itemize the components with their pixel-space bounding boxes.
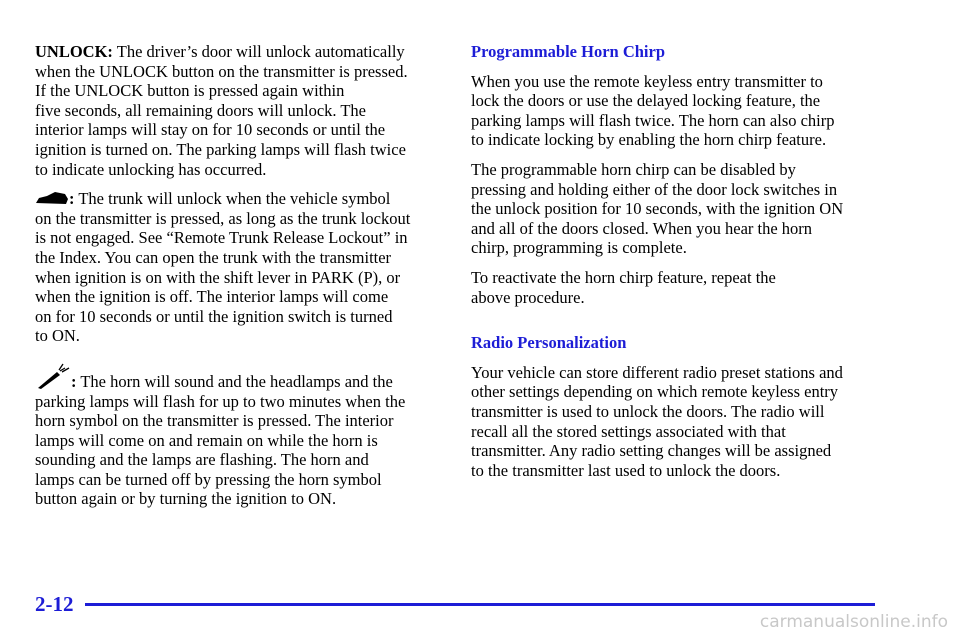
paragraph: : The horn will sound and the headlamps … [35,360,455,509]
lead: UNLOCK: [35,42,113,61]
line: The trunk will unlock when the vehicle s… [78,189,391,209]
line: when the ignition is off. The interior l… [35,287,389,307]
line: is not engaged. See “Remote Trunk Releas… [35,228,408,248]
line: transmitter. Any radio setting changes w… [471,441,832,461]
line: other settings depending on which remote… [471,382,839,402]
paragraph: : The trunk will unlock when the vehicle… [35,189,455,346]
line: button again or by turning the ignition … [35,489,337,509]
footer-rule [85,603,875,606]
line: interior lamps will stay on for 10 secon… [35,120,386,140]
line: when ignition is on with the shift lever… [35,267,401,287]
line: The driver’s door will unlock automatica… [116,42,405,61]
vehicle-icon [36,192,68,205]
line: on for 10 seconds or until the ignition … [35,306,393,326]
line: to indicate unlocking has occurred. [35,159,267,179]
lead: : [71,371,77,391]
paragraph: UNLOCK: The driver’s door will unlock au… [35,42,455,179]
section-heading: Radio Personalization [471,333,627,353]
line: to indicate locking by enabling the horn… [471,130,827,150]
paragraph: To reactivate the horn chirp feature, re… [471,268,891,307]
lead: : [69,189,75,209]
line: lamps can be turned off by pressing the … [35,469,382,489]
paragraph: Your vehicle can store different radio p… [471,363,891,481]
right-column: Programmable Horn Chirp When you use the … [471,42,891,490]
paragraph: When you use the remote keyless entry tr… [471,72,891,150]
line: parking lamps will flash for up to two m… [35,391,406,411]
line: to the transmitter last used to unlock t… [471,460,781,480]
line: lamps will come on and remain on while t… [35,430,378,450]
page-number: 2-12 [35,592,74,616]
watermark: carmanualsonline.info [759,612,948,632]
line: sounding and the lamps are flashing. The… [35,450,369,470]
line: ignition is turned on. The parking lamps… [35,139,406,159]
line: The programmable horn chirp can be disab… [471,159,796,179]
line: To reactivate the horn chirp feature, re… [471,267,776,287]
line: above procedure. [471,287,585,307]
section-heading: Programmable Horn Chirp [471,42,666,61]
line: chirp, programming is complete. [471,238,687,258]
line: pressing and holding either of the door … [471,179,838,199]
line: If the UNLOCK button is pressed again wi… [35,81,345,101]
line: and all of the doors closed. When you he… [471,218,813,238]
left-column: UNLOCK: The driver’s door will unlock au… [35,42,455,519]
line: five seconds, all remaining doors will u… [35,100,366,120]
line: lock the doors or use the delayed lockin… [471,91,821,111]
paragraph: The programmable horn chirp can be disab… [471,160,891,258]
line: when the UNLOCK button on the transmitte… [35,61,408,81]
line: parking lamps will flash twice. The horn… [471,110,835,130]
line: the unlock position for 10 seconds, with… [471,199,844,219]
line: the Index. You can open the trunk with t… [35,247,392,267]
line: The horn will sound and the headlamps an… [80,371,393,391]
line: transmitter is used to unlock the doors.… [471,401,825,421]
line: Your vehicle can store different radio p… [471,362,843,382]
line: recall all the stored settings associate… [471,421,786,441]
line: on the transmitter is pressed, as long a… [35,208,411,228]
line: to ON. [35,326,80,346]
horn-icon [38,363,70,389]
line: horn symbol on the transmitter is presse… [35,411,394,431]
line: When you use the remote keyless entry tr… [471,71,823,91]
